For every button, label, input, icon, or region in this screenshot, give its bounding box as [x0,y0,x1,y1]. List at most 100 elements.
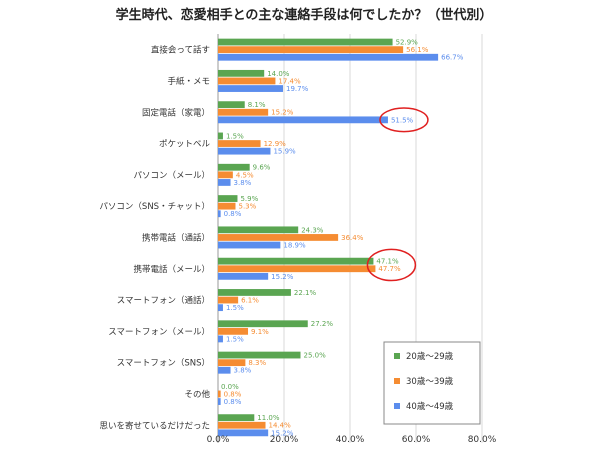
bar [218,179,231,186]
bar [218,195,238,202]
data-label: 8.1% [248,101,266,109]
category-label: 携帯電話（メール） [133,264,210,275]
bar [218,234,339,241]
bar [218,398,221,405]
bar [218,429,269,437]
data-label: 5.3% [238,203,256,211]
category-label: スマートフォン（通話） [117,295,210,306]
category-label: その他 [184,389,210,400]
bar [218,53,439,61]
data-label: 3.8% [234,179,252,187]
legend: 20歳～29歳 30歳～39歳 40歳～49歳 [383,341,481,425]
data-label: 4.5% [236,171,254,179]
bar [218,202,236,210]
category-label: 固定電話（家電） [142,107,210,118]
data-label: 1.5% [226,132,244,140]
data-label: 14.4% [269,422,292,430]
bar [218,359,246,367]
legend-swatch [394,403,400,409]
data-label: 19.7% [286,85,309,93]
bar [218,38,393,46]
data-label: 15.2% [271,429,294,437]
bars [218,38,439,437]
x-tick-label: 20.0% [270,435,299,445]
data-label: 15.9% [273,148,296,156]
bar [218,272,269,280]
bar [218,335,223,343]
data-label: 47.1% [376,258,399,266]
bar [218,366,231,374]
data-label: 12.9% [264,140,287,148]
category-label: 思いを寄せているだけだった [99,420,210,431]
bar [218,171,233,179]
category-label: 携帯電話（通話） [142,232,210,243]
bar [218,210,221,218]
data-label: 15.2% [271,109,294,117]
data-label: 52.9% [396,38,419,46]
category-label: パソコン（メール） [133,170,210,181]
legend-label: 30歳～39歳 [406,376,454,387]
bar [218,390,221,398]
data-label: 22.1% [294,289,317,297]
data-label: 0.8% [224,390,242,398]
category-label: 手紙・メモ [167,76,210,87]
data-label: 14.0% [267,70,290,78]
legend-swatch [394,353,400,359]
x-tick-label: 80.0% [468,435,497,445]
bar [218,265,376,273]
data-labels: 52.9%56.1% 66.7% 14.0%17.4%19.7% 8.1% 15.2% 5… [221,38,464,437]
bar [218,414,255,422]
legend-label: 40歳～49歳 [406,401,454,412]
data-label: 0.8% [224,398,242,406]
data-label: 0.8% [224,210,242,218]
chart-title: 学生時代、恋愛相手との主な連絡手段は何でしたか？（世代別） [116,7,493,23]
data-label: 36.4% [341,234,364,242]
highlight-oval [379,107,429,133]
bar [218,46,404,54]
highlight-ovals [366,107,429,282]
bar [218,163,250,171]
bar [218,116,388,124]
bar [218,77,276,85]
data-label: 18.9% [283,241,306,249]
category-label: ポケットベル [159,140,211,150]
data-label: 51.5% [391,116,414,124]
data-label: 27.2% [311,320,334,328]
data-label: 24.3% [301,226,324,234]
bar [218,351,301,359]
data-label: 66.7% [441,54,464,62]
bar [218,140,261,147]
data-label: 25.0% [304,351,327,359]
bar [218,304,223,312]
data-label: 47.7% [378,265,401,273]
bar [218,132,223,140]
x-tick-label: 40.0% [336,435,365,445]
bar [218,85,284,92]
bar [218,101,245,109]
category-label: パソコン（SNS・チャット） [99,201,210,212]
bar [218,289,291,296]
data-label: 3.8% [234,367,252,375]
data-label: 1.5% [226,304,244,312]
bar [218,147,271,155]
bar [218,257,374,265]
data-label: 6.1% [241,296,259,304]
data-label: 9.6% [253,164,271,172]
x-tick-label: 0.0% [207,435,230,445]
bar [218,69,265,77]
bar [218,421,266,429]
bar [218,296,239,304]
data-label: 11.0% [257,414,280,422]
bar [218,108,269,116]
bar [218,226,299,234]
x-tick-label: 60.0% [402,435,431,445]
category-label: スマートフォン（メール） [108,326,210,337]
data-label: 8.3% [248,359,266,367]
data-label: 0.0% [221,383,239,391]
bar [218,241,281,249]
x-tick-labels: 0.0% 20.0% 40.0% 60.0% 80.0% [207,435,497,445]
bar [218,327,249,335]
data-label: 17.4% [278,77,301,85]
